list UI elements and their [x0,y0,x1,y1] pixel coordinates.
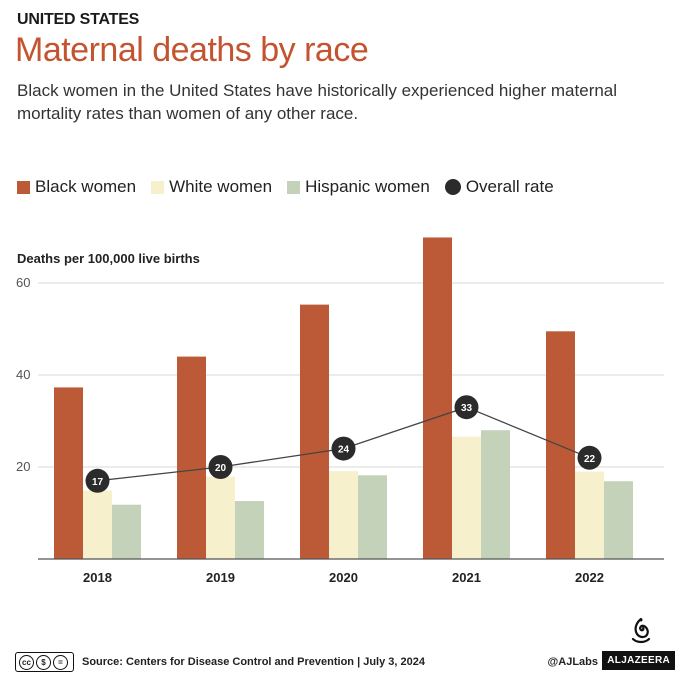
overall-rate-label-2021: 33 [461,403,473,414]
kicker: UNITED STATES [17,11,140,28]
overall-rate-point-2018 [85,468,110,493]
overall-rate-point-2020 [331,436,356,461]
x-tick-label-2019: 2019 [206,570,235,585]
legend-item-white-women: White women [151,177,272,197]
overall-rate-point-2021 [454,395,479,420]
legend-item-black-women: Black women [17,177,136,197]
overall-rate-point-2022 [577,445,602,470]
y-axis-label: Deaths per 100,000 live births [17,251,200,266]
bar-black-women-2019 [177,356,206,559]
legend: Black women White women Hispanic women O… [17,177,569,197]
legend-label-hispanic-women: Hispanic women [305,177,430,196]
bar-hispanic-women-2021 [481,430,510,559]
bar-black-women-2018 [54,387,83,559]
x-tick-label-2018: 2018 [83,570,112,585]
y-tick-label-20: 20 [16,459,30,474]
source-note: Source: Centers for Disease Control and … [82,656,425,668]
bar-white-women-2021 [452,436,481,559]
aljazeera-brand: ALJAZEERA [602,651,675,670]
overall-rate-label-2022: 22 [584,454,596,465]
ajlabs-handle: @AJLabs [547,656,598,668]
legend-item-hispanic-women: Hispanic women [287,177,430,197]
x-tick-label-2021: 2021 [452,570,481,585]
overall-rate-label-2019: 20 [215,463,227,474]
x-tick-label-2022: 2022 [575,570,604,585]
y-tick-label-40: 40 [16,367,30,382]
bar-hispanic-women-2018 [112,504,141,559]
legend-label-overall-rate: Overall rate [465,177,554,196]
legend-label-white-women: White women [169,177,273,196]
legend-swatch-white-women [151,180,165,194]
y-tick-label-60: 60 [16,275,30,290]
x-tick-label-2020: 2020 [329,570,358,585]
aljazeera-logo-icon [631,617,651,644]
overall-rate-point-2019 [208,455,233,479]
bar-black-women-2022 [546,331,575,559]
bar-hispanic-women-2020 [358,475,387,559]
legend-swatch-overall-rate [444,179,461,195]
chart-subtitle: Black women in the United States have hi… [17,81,618,123]
footer: cc $ = Source: Centers for Disease Control… [15,651,675,673]
overall-rate-label-2018: 17 [92,477,104,488]
chart-title: Maternal deaths by race [15,31,369,69]
legend-swatch-hispanic-women [287,180,301,194]
bar-white-women-2022 [575,471,604,559]
cc-license-icon: cc $ = [15,652,74,672]
bar-hispanic-women-2019 [235,501,264,559]
legend-label-black-women: Black women [35,177,137,196]
bar-hispanic-women-2022 [604,481,633,559]
bar-white-women-2018 [83,490,112,559]
bar-black-women-2020 [300,304,329,559]
bar-white-women-2019 [206,476,235,559]
legend-item-overall-rate: Overall rate [444,177,554,197]
legend-swatch-black-women [17,180,30,194]
overall-rate-label-2020: 24 [338,445,350,456]
bar-white-women-2020 [329,471,358,559]
bar-black-women-2021 [423,237,452,559]
